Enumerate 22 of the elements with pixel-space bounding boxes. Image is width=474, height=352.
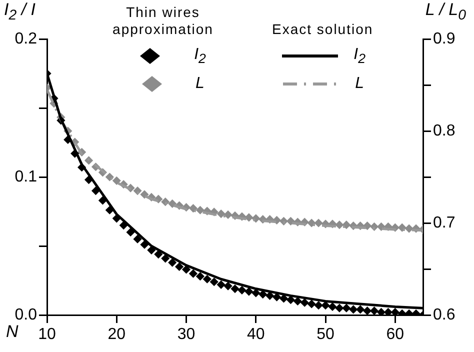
text: Exact solution <box>272 20 374 38</box>
y-tick-label: 0.1 <box>14 168 38 186</box>
legend-label: L <box>355 75 364 94</box>
legend-label: L <box>196 75 204 94</box>
text: Thin wires approximation <box>112 4 214 38</box>
x-axis-title: N <box>6 322 18 342</box>
y-tick-label: 0.2 <box>14 30 38 48</box>
x-tick-label: 50 <box>316 326 335 344</box>
x-tick-label: 60 <box>386 326 404 344</box>
y2-tick-label: 0.9 <box>433 30 456 48</box>
y-axis-title: I$_{2}$ / I <box>4 0 36 24</box>
x-tick-label: 40 <box>246 326 265 344</box>
y2-tick-label: 0.7 <box>433 214 456 232</box>
x-tick-label: 10 <box>38 326 56 344</box>
x-tick-label: 20 <box>108 326 126 344</box>
legend-label: I$_{2}$ <box>354 46 366 66</box>
x-tick-label: 30 <box>177 326 196 344</box>
y2-tick-label: 0.6 <box>433 306 456 324</box>
legend-label: I$_{2}$ <box>194 46 206 66</box>
y-tick-label: 0.0 <box>14 306 38 324</box>
y2-axis-title: L / L$_{0}$ <box>425 0 466 24</box>
y2-tick-label: 0.8 <box>433 122 456 140</box>
